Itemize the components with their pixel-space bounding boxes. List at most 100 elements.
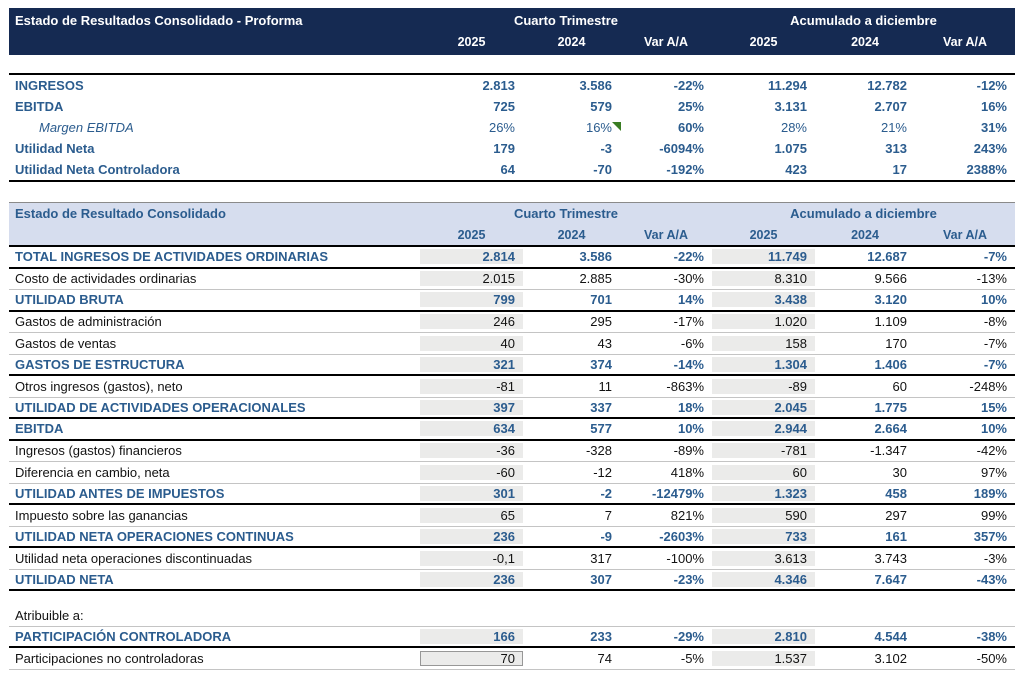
cell-text: 170 bbox=[885, 335, 907, 351]
value-cell: -6094% bbox=[620, 141, 712, 156]
value-cell: 21% bbox=[815, 120, 915, 135]
cell-text: -1.347 bbox=[870, 443, 907, 459]
table-row: Utilidad neta operaciones discontinuadas… bbox=[9, 548, 1015, 570]
cell-text: 1.109 bbox=[874, 314, 907, 330]
row-label-text: UTILIDAD BRUTA bbox=[15, 292, 124, 308]
cell-text: 3.586 bbox=[579, 249, 612, 265]
row-label-text: UTILIDAD DE ACTIVIDADES OPERACIONALES bbox=[15, 399, 306, 415]
value-cell: -42% bbox=[915, 443, 1015, 458]
value-cell: 321 bbox=[420, 356, 523, 372]
cell-text: 40 bbox=[500, 335, 515, 351]
value-cell: 2.944 bbox=[712, 421, 815, 437]
col-header: 2024 bbox=[851, 34, 879, 49]
cell-text: -3 bbox=[600, 141, 612, 156]
cell-text: 12.782 bbox=[867, 78, 907, 93]
q4-group-header: Cuarto Trimestre bbox=[513, 206, 619, 221]
cell-text: 397 bbox=[493, 399, 515, 415]
cell-text: 60 bbox=[892, 378, 907, 394]
value-cell: -3 bbox=[523, 141, 620, 156]
value-cell: 189% bbox=[915, 486, 1015, 501]
table-row: Diferencia en cambio, neta -60 -12 418% 60 30… bbox=[9, 462, 1015, 484]
cell-text: -30% bbox=[673, 271, 704, 287]
value-cell: 97% bbox=[915, 465, 1015, 480]
row-label-text: Gastos de ventas bbox=[15, 335, 117, 351]
cell-text: -36 bbox=[496, 443, 515, 459]
cell-text: -42% bbox=[976, 443, 1007, 459]
cell-text: 1.323 bbox=[774, 485, 807, 501]
cell-text: 3.613 bbox=[774, 550, 807, 566]
cell-text: 307 bbox=[590, 571, 612, 587]
col-header: Var A/A bbox=[942, 34, 987, 49]
row-label: UTILIDAD NETA OPERACIONES CONTINUAS bbox=[9, 529, 420, 544]
value-cell: 161 bbox=[815, 529, 915, 544]
cell-text: 21% bbox=[880, 120, 907, 135]
cell-text: 1.304 bbox=[774, 356, 807, 372]
col-header: Var A/A bbox=[643, 227, 688, 242]
value-cell: 18% bbox=[620, 400, 712, 415]
cell-text: -81 bbox=[496, 378, 515, 394]
cell-text: 2.885 bbox=[579, 271, 612, 287]
cell-text: 2.814 bbox=[482, 249, 515, 265]
table-row: Participaciones no controladoras 70 74 -5% 1… bbox=[9, 648, 1015, 670]
value-cell: 1.075 bbox=[712, 141, 815, 156]
value-cell: 11.294 bbox=[712, 78, 815, 93]
row-label-text: Utilidad Neta bbox=[15, 141, 95, 156]
table-row: EBITDA 725 579 25% 3.131 2.707 16% bbox=[9, 96, 1015, 117]
value-cell: 74 bbox=[523, 651, 620, 666]
ytd-group-header: Acumulado a diciembre bbox=[790, 13, 937, 28]
row-label: Margen EBITDA bbox=[9, 120, 420, 135]
cell-text: 28% bbox=[780, 120, 807, 135]
cell-text: 7.647 bbox=[874, 571, 907, 587]
value-cell: -29% bbox=[620, 629, 712, 644]
value-cell: 28% bbox=[712, 120, 815, 135]
cell-text: 634 bbox=[493, 421, 515, 437]
cell-text: 374 bbox=[590, 356, 612, 372]
cell-text: -6% bbox=[680, 335, 704, 351]
cell-text: -70 bbox=[593, 162, 612, 177]
cell-text: -43% bbox=[976, 571, 1007, 587]
value-cell: 3.131 bbox=[712, 99, 815, 114]
table-row: Otros ingresos (gastos), neto -81 11 -863% -… bbox=[9, 376, 1015, 398]
row-label: INGRESOS bbox=[9, 78, 420, 93]
table-row: UTILIDAD NETA OPERACIONES CONTINUAS 236 -9… bbox=[9, 527, 1015, 548]
value-cell: -1.347 bbox=[815, 443, 915, 458]
row-label: GASTOS DE ESTRUCTURA bbox=[9, 357, 420, 372]
cell-text: 1.537 bbox=[774, 650, 807, 666]
cell-text: 1.020 bbox=[774, 314, 807, 330]
cell-text: -12479% bbox=[651, 485, 704, 501]
value-cell: 317 bbox=[523, 551, 620, 566]
cell-text: 3.586 bbox=[579, 78, 612, 93]
value-cell: 3.102 bbox=[815, 651, 915, 666]
table-row: UTILIDAD DE ACTIVIDADES OPERACIONALES 397… bbox=[9, 398, 1015, 419]
value-cell: 236 bbox=[420, 571, 523, 587]
cell-text: -863% bbox=[666, 378, 704, 394]
value-cell: 295 bbox=[523, 314, 620, 329]
cell-text: 317 bbox=[590, 550, 612, 566]
row-label-text: GASTOS DE ESTRUCTURA bbox=[15, 356, 185, 372]
cell-text: 161 bbox=[885, 528, 907, 544]
table-row: EBITDA 634 577 10% 2.944 2.664 10% bbox=[9, 419, 1015, 441]
row-label: PARTICIPACIÓN CONTROLADORA bbox=[9, 629, 420, 644]
value-cell: 16% bbox=[915, 99, 1015, 114]
value-cell: -781 bbox=[712, 443, 815, 459]
row-label: Utilidad Neta Controladora bbox=[9, 162, 420, 177]
value-cell: 307 bbox=[523, 572, 620, 587]
value-cell: -13% bbox=[915, 271, 1015, 286]
value-cell: 7 bbox=[523, 508, 620, 523]
row-label-text: Margen EBITDA bbox=[39, 120, 134, 135]
value-cell: 3.120 bbox=[815, 292, 915, 307]
cell-text: 243% bbox=[973, 141, 1007, 156]
proforma-table-title: Estado de Resultados Consolidado - Profo… bbox=[15, 13, 303, 28]
cell-text: 31% bbox=[980, 120, 1007, 135]
cell-text: 2.015 bbox=[482, 271, 515, 287]
row-label: Ingresos (gastos) financieros bbox=[9, 443, 420, 458]
cell-text: -2 bbox=[600, 485, 612, 501]
value-cell: 60 bbox=[712, 464, 815, 480]
value-cell: -23% bbox=[620, 572, 712, 587]
cell-text: 799 bbox=[493, 292, 515, 308]
value-cell: 40 bbox=[420, 335, 523, 351]
cell-text: 11.294 bbox=[767, 78, 807, 93]
value-cell: 2.885 bbox=[523, 271, 620, 286]
row-label-text: Participaciones no controladoras bbox=[15, 650, 204, 666]
table-row bbox=[9, 591, 1015, 605]
